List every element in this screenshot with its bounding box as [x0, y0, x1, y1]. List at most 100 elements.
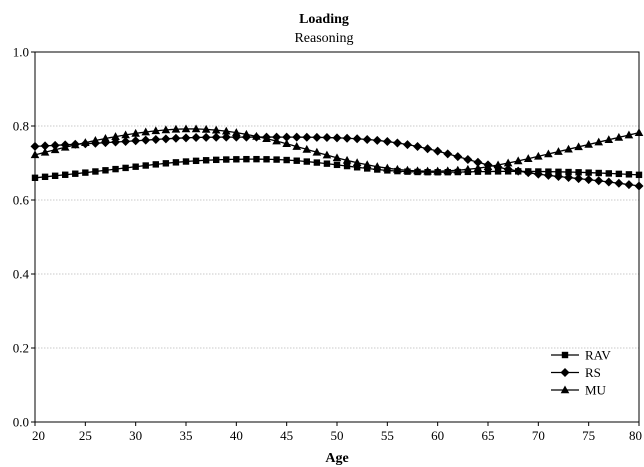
data-point [433, 146, 443, 156]
data-point [72, 170, 79, 177]
data-point [625, 171, 633, 178]
data-point [615, 170, 623, 178]
chart-subtitle: Reasoning [294, 31, 353, 46]
data-point [453, 152, 463, 162]
data-point [322, 133, 332, 143]
data-point [161, 134, 171, 144]
legend-label: RS [585, 365, 601, 380]
data-point [443, 166, 453, 175]
data-point [362, 160, 372, 169]
data-point [585, 169, 592, 176]
data-point [292, 142, 302, 150]
x-tick-label: 30 [129, 428, 142, 443]
legend-marker [560, 368, 570, 377]
data-point [132, 163, 139, 170]
data-point [523, 168, 533, 178]
legend-item-rs: RS [551, 365, 601, 380]
data-point [423, 166, 432, 175]
x-tick-label: 20 [32, 428, 45, 443]
data-point [594, 137, 604, 146]
data-point [322, 150, 332, 159]
data-point [51, 172, 59, 179]
data-point [60, 142, 70, 151]
data-point [40, 147, 50, 156]
data-point [584, 175, 594, 185]
data-point [513, 166, 523, 176]
data-point [70, 140, 80, 149]
data-point [402, 140, 412, 150]
data-point [82, 169, 89, 176]
data-point [372, 162, 382, 170]
x-tick-label: 35 [180, 428, 193, 443]
data-point [565, 168, 572, 176]
data-point [182, 158, 190, 165]
data-point [303, 158, 310, 165]
data-point [594, 176, 604, 186]
x-tick-label: 75 [582, 428, 595, 443]
data-point [564, 144, 573, 153]
data-point [413, 142, 423, 152]
data-point [393, 164, 402, 173]
data-point [362, 134, 372, 144]
data-point [302, 132, 312, 142]
data-point [364, 165, 371, 172]
data-point [202, 157, 210, 164]
data-point [473, 163, 483, 172]
data-point [221, 126, 231, 135]
data-point [392, 138, 402, 148]
data-point [50, 145, 60, 154]
data-point [534, 151, 543, 160]
x-tick-label: 50 [331, 428, 344, 443]
data-point [243, 155, 250, 163]
data-point [503, 158, 513, 167]
x-tick-label: 45 [280, 428, 293, 443]
data-point [102, 167, 109, 174]
data-point [151, 126, 161, 135]
data-point [312, 147, 322, 156]
data-point [383, 163, 392, 172]
data-point [282, 132, 292, 142]
data-point [352, 158, 362, 167]
data-point [211, 125, 221, 134]
data-point [484, 168, 492, 175]
data-point [192, 157, 200, 165]
data-point [172, 159, 180, 166]
data-point [62, 171, 69, 178]
data-point [112, 165, 119, 173]
data-point [213, 156, 220, 164]
data-point [443, 149, 453, 159]
data-point [272, 136, 281, 145]
data-point [463, 154, 473, 164]
data-point [343, 162, 351, 170]
data-point [221, 132, 231, 142]
data-point [554, 147, 563, 155]
x-axis-ticks: 20 25 30 35 40 45 50 55 60 65 70 75 80 [32, 422, 642, 443]
data-point [232, 128, 241, 136]
data-point [121, 130, 130, 139]
data-point [201, 132, 211, 142]
data-point [333, 161, 341, 169]
data-point [92, 168, 99, 175]
data-point [332, 153, 342, 162]
data-point [101, 134, 110, 142]
data-point [252, 131, 261, 140]
y-tick-label: 0.8 [13, 119, 29, 134]
data-point [372, 135, 382, 145]
data-point [223, 156, 230, 163]
legend-label: RAV [585, 348, 611, 363]
data-point [302, 144, 312, 153]
data-point [323, 160, 331, 167]
data-point [151, 134, 161, 144]
legend-marker [561, 351, 569, 359]
data-point [142, 162, 149, 169]
data-point [493, 160, 503, 169]
data-point [342, 133, 352, 143]
data-point [584, 140, 593, 148]
y-tick-label: 0.0 [13, 415, 29, 430]
y-tick-label: 1.0 [13, 45, 29, 60]
data-point [544, 149, 553, 158]
data-point [282, 139, 291, 148]
data-point [263, 156, 270, 163]
data-point [253, 155, 260, 163]
